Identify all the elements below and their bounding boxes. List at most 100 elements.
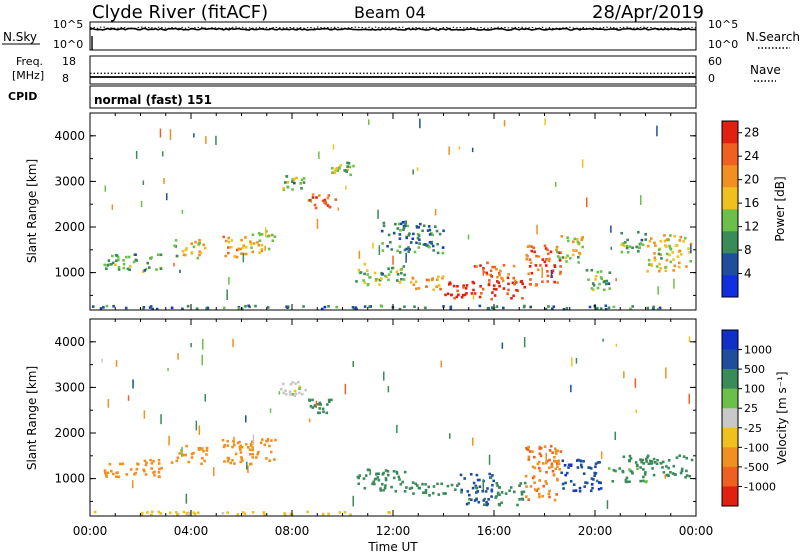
velocity-cell	[494, 496, 497, 499]
power-cell	[392, 255, 394, 265]
velocity-cell	[639, 458, 642, 461]
velocity-cell	[567, 466, 570, 469]
power-cell	[205, 136, 207, 144]
cpid-strip-frame	[89, 85, 697, 109]
power-cell	[291, 188, 294, 191]
power-cell	[398, 307, 402, 311]
velocity-cell	[132, 379, 134, 389]
velocity-cell	[373, 482, 376, 486]
velocity-cell	[289, 383, 293, 386]
velocity-cell	[327, 398, 331, 402]
power-cell	[567, 239, 570, 243]
x-axis-label: Time UT	[367, 540, 418, 554]
velocity-cell	[197, 447, 200, 450]
power-cell	[587, 278, 590, 281]
velocity-cell	[390, 485, 393, 489]
power-cell	[620, 231, 623, 235]
power-cell	[669, 234, 672, 237]
power-cell	[573, 237, 577, 241]
power-cell	[117, 266, 121, 269]
x-tick-label: 00:00	[679, 524, 714, 538]
power-cell	[206, 306, 210, 310]
velocity-cell	[386, 470, 390, 473]
power-cell	[506, 276, 510, 280]
velocity-cell	[110, 469, 113, 473]
power-cell	[166, 193, 168, 201]
power-cell	[528, 265, 532, 268]
velocity-cell	[606, 500, 609, 509]
power-cell	[648, 240, 652, 243]
power-cell	[258, 251, 261, 255]
velocity-cell	[233, 436, 235, 446]
velocity-cell	[634, 378, 637, 388]
power-cell	[428, 228, 432, 232]
velocity-cell	[495, 482, 499, 485]
power-cell	[521, 297, 524, 300]
velocity-cell	[405, 486, 408, 489]
power-cell	[404, 224, 407, 227]
power-cell	[135, 150, 138, 159]
power-cell	[590, 268, 594, 272]
power-cell	[159, 253, 163, 257]
velocity-cell	[383, 486, 387, 490]
power-cell	[405, 236, 408, 240]
power-cell	[428, 241, 432, 244]
power-cell	[354, 306, 358, 309]
power-cell	[436, 251, 440, 255]
velocity-colorbar-frame	[721, 329, 739, 507]
velocity-ytick-label: 1000	[54, 472, 85, 486]
velocity-cell	[395, 472, 399, 475]
power-cell	[425, 285, 428, 288]
power-cell	[368, 119, 370, 125]
power-cell	[417, 234, 421, 237]
power-cell	[413, 305, 416, 308]
power-cell	[204, 246, 207, 250]
velocity-cell	[282, 382, 285, 386]
velocity-colorbar-label: Velocity [m s⁻¹]	[775, 371, 789, 464]
velocity-cell	[424, 488, 428, 492]
velocity-cell	[190, 343, 192, 348]
power-cell	[381, 272, 384, 276]
velocity-cell	[553, 498, 557, 502]
power-cell	[571, 253, 575, 257]
velocity-cell	[542, 484, 545, 488]
power-cell	[135, 259, 138, 262]
velocity-colorbar-cell	[722, 388, 738, 409]
velocity-cell	[410, 486, 414, 490]
velocity-cell	[392, 469, 396, 473]
power-cell	[173, 262, 175, 267]
power-cell	[412, 283, 416, 286]
velocity-cell	[554, 467, 557, 471]
velocity-cell	[444, 492, 447, 495]
velocity-cell	[642, 479, 645, 483]
power-cell	[363, 305, 367, 308]
nsky-line	[89, 27, 697, 31]
velocity-cell	[442, 492, 445, 495]
power-cell	[404, 220, 407, 224]
power-cell	[335, 305, 338, 309]
velocity-cell	[527, 458, 531, 461]
power-colorbar-tick-label: 12	[744, 220, 759, 234]
power-cell	[430, 240, 434, 244]
power-cell	[419, 118, 421, 129]
power-cell	[560, 235, 564, 238]
power-cell	[434, 209, 437, 216]
velocity-cell	[551, 451, 554, 454]
power-cell	[368, 305, 371, 308]
velocity-cell	[661, 460, 665, 464]
power-cell	[410, 280, 413, 284]
power-cell	[431, 277, 434, 280]
power-cell	[391, 266, 394, 270]
velocity-cell	[590, 477, 594, 480]
velocity-colorbar-tick-label: 1000	[744, 344, 772, 357]
power-cell	[490, 297, 493, 301]
velocity-cell	[115, 475, 118, 478]
velocity-cell	[566, 471, 569, 475]
power-cell	[202, 243, 205, 247]
power-cell	[581, 159, 584, 168]
power-cell	[358, 250, 361, 259]
velocity-cell	[129, 468, 133, 471]
velocity-cell	[655, 462, 659, 465]
power-cell	[321, 199, 325, 203]
power-cell	[267, 247, 271, 251]
